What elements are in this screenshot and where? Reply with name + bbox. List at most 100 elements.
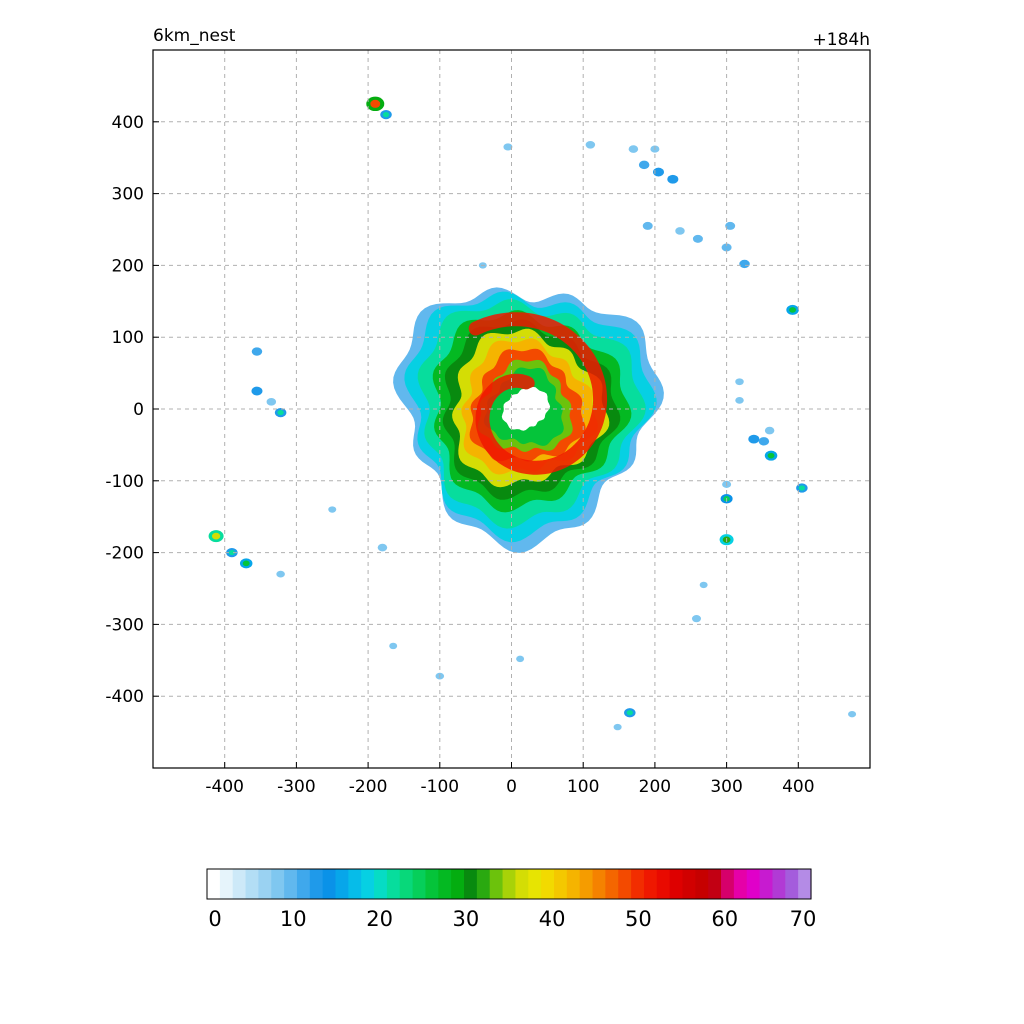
colorbar-swatch	[553, 869, 568, 899]
colorbar-swatch	[798, 869, 812, 899]
plot-area: -400 -300 -200 -100 0 100 200 300 400 400 300 200 1…	[105, 49, 871, 797]
colorbar-tick-label: 60	[711, 907, 738, 931]
x-tick-label: -100	[421, 777, 460, 797]
colorbar: 0 10 20 30 40 50 60 70	[206, 868, 816, 931]
x-tick-label: 0	[506, 777, 517, 797]
rain-cell-2	[503, 143, 513, 151]
y-axis-ticks: 400 300 200 100 0 -100 -200 -300 -400	[105, 113, 159, 707]
x-axis-ticks: -400 -300 -200 -100 0 100 200 300 400	[205, 762, 815, 797]
x-tick-label: 400	[782, 777, 814, 797]
rain-cell-34	[328, 506, 337, 513]
y-tick-label: 400	[112, 113, 144, 133]
x-tick-label: 100	[567, 777, 599, 797]
colorbar-swatches	[207, 869, 812, 899]
colorbar-swatch	[669, 869, 684, 899]
chart-timestamp: +184h	[813, 30, 870, 50]
rain-cell-43	[848, 710, 857, 718]
y-tick-label: 300	[112, 185, 144, 205]
x-tick-label: 300	[710, 777, 742, 797]
rain-cell-core-19	[277, 410, 284, 416]
colorbar-swatch	[399, 869, 414, 899]
rain-cell-36	[389, 642, 398, 650]
rain-cell-6	[638, 160, 650, 170]
colorbar-swatch	[335, 869, 349, 899]
chart-title: 6km_nest	[153, 26, 236, 46]
rain-cell-8	[667, 174, 679, 184]
y-tick-label: -400	[105, 687, 144, 707]
rain-cell-11	[692, 234, 703, 243]
colorbar-swatch	[464, 869, 478, 899]
colorbar-swatch	[515, 869, 529, 899]
rain-cell-9	[642, 221, 653, 230]
colorbar-swatch	[361, 869, 375, 899]
colorbar-swatch	[232, 869, 247, 899]
colorbar-swatch	[284, 869, 298, 899]
colorbar-swatch	[451, 869, 465, 899]
rain-cell-24	[764, 426, 775, 435]
colorbar-swatch	[309, 869, 324, 899]
x-tick-label: 200	[639, 777, 671, 797]
colorbar-swatch	[476, 869, 491, 899]
spiral-band	[468, 312, 608, 475]
radar-field	[208, 96, 857, 731]
y-tick-label: -300	[105, 615, 144, 635]
colorbar-swatch	[258, 869, 272, 899]
colorbar-ticks: 0 10 20 30 40 50 60 70	[208, 907, 816, 931]
rain-cell-3	[585, 140, 596, 149]
colorbar-swatch	[207, 869, 221, 899]
rain-cell-42	[613, 723, 622, 731]
rain-cell-core-41	[626, 710, 633, 716]
colorbar-swatch	[219, 869, 234, 899]
colorbar-swatch	[502, 869, 517, 899]
colorbar-tick-label: 40	[539, 907, 566, 931]
rain-cell-21	[735, 396, 744, 404]
rain-cell-core-15	[789, 307, 797, 313]
colorbar-tick-label: 10	[280, 907, 307, 931]
y-tick-label: -200	[105, 544, 144, 564]
rain-cell-39	[691, 615, 701, 623]
rain-cell-core-30	[211, 532, 221, 540]
rain-cell-12	[725, 221, 736, 230]
colorbar-swatch	[631, 869, 645, 899]
colorbar-swatch	[541, 869, 555, 899]
colorbar-swatch	[412, 869, 427, 899]
colorbar-swatch	[245, 869, 259, 899]
rain-cell-core-25	[767, 452, 775, 459]
rain-cell-10	[675, 227, 685, 235]
x-tick-label: -300	[277, 777, 316, 797]
rain-cell-22	[748, 434, 760, 444]
y-tick-label: 0	[133, 400, 144, 420]
rain-cell-4	[628, 145, 639, 153]
colorbar-swatch	[386, 869, 401, 899]
rain-cell-core-28	[798, 485, 806, 491]
rain-cell-core-0	[370, 99, 381, 108]
colorbar-swatch	[296, 869, 311, 899]
colorbar-swatch	[682, 869, 696, 899]
colorbar-swatch	[618, 869, 632, 899]
colorbar-swatch	[348, 869, 362, 899]
colorbar-swatch	[643, 869, 658, 899]
rain-cell-33	[276, 570, 285, 578]
rain-cell-40	[699, 581, 708, 589]
colorbar-swatch	[566, 869, 581, 899]
rain-cell-23	[758, 437, 770, 446]
colorbar-swatch	[733, 869, 748, 899]
colorbar-swatch	[656, 869, 671, 899]
y-tick-label: -100	[105, 472, 144, 492]
colorbar-swatch	[322, 869, 337, 899]
x-tick-label: -200	[349, 777, 388, 797]
colorbar-frame	[206, 868, 812, 900]
rain-cell-18	[266, 398, 277, 406]
colorbar-swatch	[746, 869, 761, 899]
colorbar-swatch	[579, 869, 594, 899]
colorbar-swatch	[489, 869, 504, 899]
x-tick-label: -400	[205, 777, 244, 797]
colorbar-swatch	[785, 869, 799, 899]
colorbar-swatch	[592, 869, 606, 899]
y-tick-label: 200	[112, 256, 144, 276]
colorbar-tick-label: 70	[790, 907, 817, 931]
rain-cell-core-32	[242, 560, 250, 567]
storm-eye	[501, 386, 551, 431]
colorbar-tick-label: 50	[625, 907, 652, 931]
